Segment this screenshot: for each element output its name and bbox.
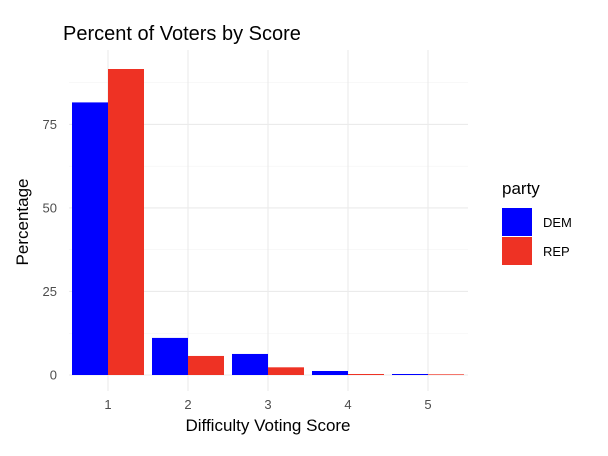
x-tick-label: 5 (424, 397, 431, 412)
legend: party DEM REP (502, 179, 572, 265)
legend-title: party (502, 179, 540, 198)
legend-label-rep: REP (543, 244, 570, 259)
x-tick-label: 4 (344, 397, 351, 412)
bar-dem-1 (72, 102, 108, 375)
bar-dem-2 (152, 337, 188, 375)
y-axis-title: Percentage (13, 179, 32, 266)
bars (72, 69, 464, 375)
bar-rep-2 (188, 355, 224, 375)
bar-rep-4 (348, 373, 384, 375)
legend-key-rep (502, 237, 532, 265)
bar-rep-3 (268, 367, 304, 375)
legend-key-dem (502, 208, 532, 236)
y-tick-label: 25 (43, 284, 57, 299)
bar-rep-5 (428, 374, 464, 375)
x-axis-ticks: 1 2 3 4 5 (104, 397, 431, 412)
x-tick-label: 3 (264, 397, 271, 412)
bar-rep-1 (108, 69, 144, 375)
y-tick-label: 50 (43, 200, 57, 215)
y-axis-ticks: 0 25 50 75 (43, 117, 57, 383)
x-tick-label: 1 (104, 397, 111, 412)
y-tick-label: 75 (43, 117, 57, 132)
x-axis-title: Difficulty Voting Score (185, 416, 350, 435)
bar-dem-4 (312, 370, 348, 375)
chart-title: Percent of Voters by Score (63, 23, 301, 45)
x-tick-label: 2 (184, 397, 191, 412)
y-tick-label: 0 (50, 368, 57, 383)
bar-dem-5 (392, 373, 428, 375)
bar-dem-3 (232, 353, 268, 375)
legend-label-dem: DEM (543, 215, 572, 230)
